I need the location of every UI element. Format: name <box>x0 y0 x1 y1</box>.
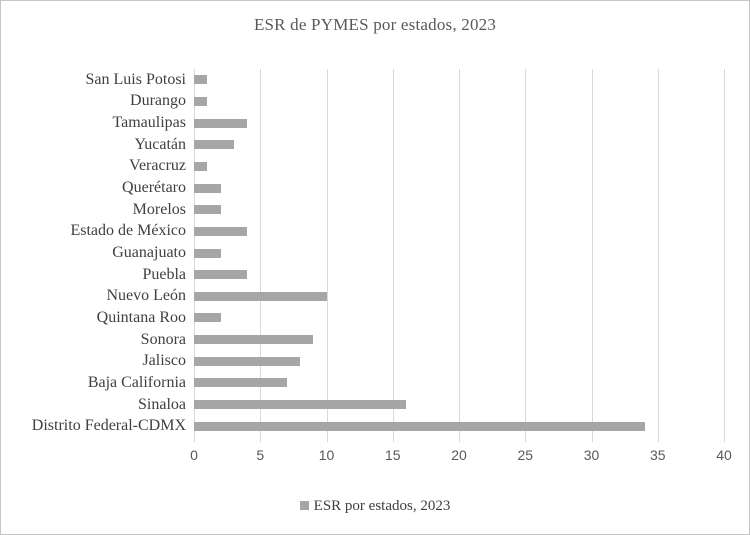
bar <box>194 400 406 410</box>
y-axis-label: San Luis Potosi <box>85 70 186 88</box>
bar <box>194 205 221 215</box>
gridline <box>724 69 725 437</box>
bar <box>194 183 221 193</box>
y-axis-label: Durango <box>130 92 186 110</box>
gridline <box>591 69 593 437</box>
gridline <box>260 69 262 437</box>
x-tick-label: 35 <box>649 447 666 463</box>
y-axis-label: Tamaulipas <box>112 114 186 132</box>
legend-swatch-icon <box>299 501 309 510</box>
bar <box>194 356 300 366</box>
bar <box>194 161 208 171</box>
y-axis-label: Jalisco <box>142 352 186 370</box>
x-tick-label: 10 <box>318 447 335 463</box>
x-tick-label: 25 <box>517 447 534 463</box>
bar <box>194 118 247 128</box>
gridline <box>657 69 659 437</box>
axis-tick <box>392 437 394 442</box>
y-axis-label: Guanajuato <box>112 244 186 261</box>
chart-title: ESR de PYMES por estados, 2023 <box>253 15 497 34</box>
y-axis-label: Yucatán <box>134 135 186 153</box>
y-axis-label: Baja California <box>87 373 186 391</box>
y-axis-label: Sonora <box>140 330 186 348</box>
axis-tick <box>459 437 460 442</box>
bar <box>194 421 645 431</box>
y-axis-label: Puebla <box>142 265 186 283</box>
x-tick-label: 40 <box>716 447 732 463</box>
axis-tick <box>326 437 328 442</box>
bar <box>194 248 221 258</box>
y-axis-label: Veracruz <box>129 157 186 175</box>
y-axis-label: Morelos <box>132 200 186 218</box>
axis-tick <box>260 437 262 442</box>
bar <box>194 226 247 236</box>
gridline <box>326 69 328 437</box>
bar <box>194 75 208 85</box>
x-tick-label: 20 <box>451 447 467 463</box>
bar <box>194 313 221 323</box>
y-axis-label: Distrito Federal-CDMX <box>31 417 186 435</box>
bar <box>194 140 234 150</box>
legend-label: ESR por estados, 2023 <box>313 498 451 514</box>
axis-tick <box>525 437 527 442</box>
axis-tick <box>724 437 725 442</box>
bar <box>194 96 208 106</box>
x-tick-label: 15 <box>384 447 401 463</box>
bar <box>194 378 287 388</box>
gridline <box>392 69 394 437</box>
y-axis-label: Nuevo León <box>106 287 186 305</box>
axis-tick <box>591 437 593 442</box>
y-axis-label: Quintana Roo <box>96 308 186 326</box>
bar <box>194 335 314 345</box>
y-axis-label: Estado de México <box>70 222 186 240</box>
bar <box>194 291 327 301</box>
y-axis-label: Querétaro <box>122 179 186 197</box>
x-tick-label: 30 <box>583 447 600 463</box>
legend: ESR por estados, 2023 <box>1 498 749 515</box>
axis-tick <box>657 437 659 442</box>
gridline <box>525 69 527 437</box>
axis-tick <box>194 437 195 442</box>
y-axis-label: Sinaloa <box>138 395 186 413</box>
gridline <box>459 69 460 437</box>
x-tick-label: 5 <box>256 447 265 463</box>
bar <box>194 270 247 280</box>
x-tick-label: 0 <box>190 447 198 463</box>
